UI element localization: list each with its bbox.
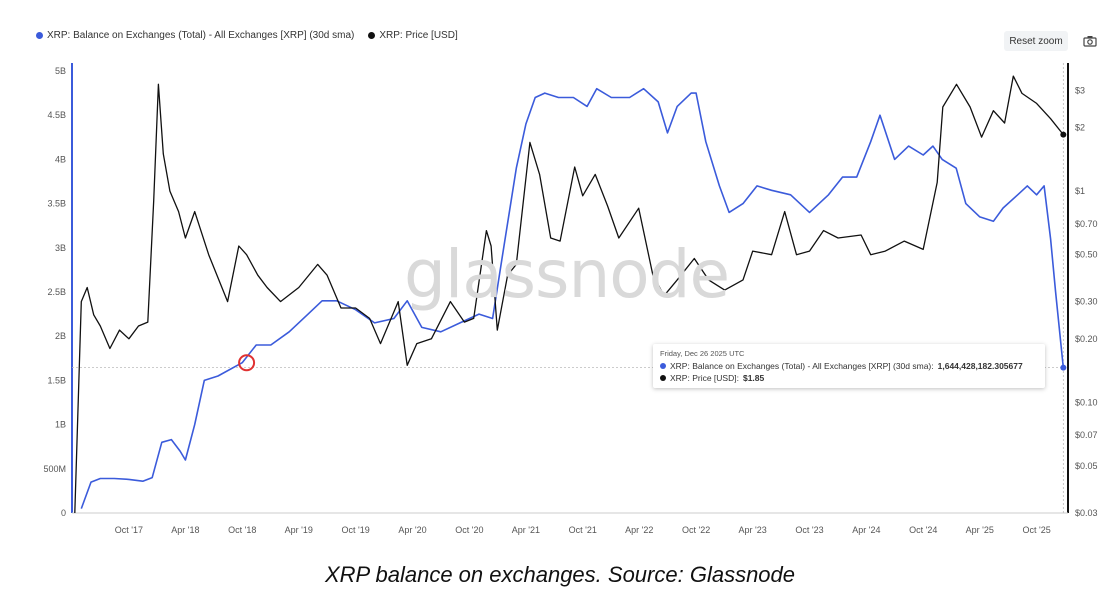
- legend-dot-price: [368, 32, 376, 39]
- x-tick-label: Apr '23: [739, 525, 767, 535]
- y-left-tick-label: 4.5B: [47, 110, 66, 120]
- series-line-balance: [80, 87, 1065, 509]
- y-right-tick-label: $0.70: [1075, 219, 1098, 229]
- x-tick-label: Apr '24: [852, 525, 880, 535]
- legend-label-price: XRP: Price [USD]: [379, 30, 458, 41]
- tooltip-dot-price: [660, 375, 666, 381]
- series-endpoint-price: [1060, 131, 1067, 138]
- y-left-tick-label: 1B: [55, 420, 66, 430]
- y-left-tick-label: 5B: [55, 66, 66, 76]
- legend: XRP: Balance on Exchanges (Total) - All …: [36, 30, 458, 41]
- x-tick-label: Oct '18: [228, 525, 256, 535]
- camera-icon[interactable]: [1080, 31, 1100, 51]
- series-line-price: [74, 75, 1064, 514]
- legend-item-price[interactable]: XRP: Price [USD]: [368, 30, 458, 41]
- caption: XRP balance on exchanges. Source: Glassn…: [324, 562, 796, 587]
- y-left-tick-label: 2.5B: [47, 287, 66, 297]
- y-right-tick-label: $0.03: [1075, 508, 1098, 518]
- y-right-tick-label: $3: [1075, 85, 1085, 95]
- tooltip-dot-balance: [660, 363, 666, 369]
- x-tick-label: Oct '24: [909, 525, 937, 535]
- tooltip-date: Friday, Dec 26 2025 UTC: [660, 349, 745, 358]
- x-tick-label: Oct '20: [455, 525, 483, 535]
- tooltip-row-price: XRP: Price [USD]: $1.85: [660, 373, 764, 383]
- legend-item-balance[interactable]: XRP: Balance on Exchanges (Total) - All …: [36, 30, 354, 41]
- tooltip-row-balance: XRP: Balance on Exchanges (Total) - All …: [660, 361, 1023, 371]
- y-right-tick-label: $2: [1075, 122, 1085, 132]
- x-tick-label: Oct '23: [795, 525, 823, 535]
- y-left-tick-label: 500M: [43, 464, 66, 474]
- x-tick-label: Apr '25: [966, 525, 994, 535]
- y-left-tick-label: 2B: [55, 331, 66, 341]
- reset-zoom-button[interactable]: Reset zoom: [1004, 31, 1068, 51]
- x-tick-label: Apr '21: [512, 525, 540, 535]
- y-left-tick-label: 1.5B: [47, 375, 66, 385]
- tooltip-price-label: XRP: Price [USD]:: [670, 373, 739, 383]
- x-tick-label: Oct '21: [569, 525, 597, 535]
- x-tick-label: Apr '18: [171, 525, 199, 535]
- y-left-tick-label: 0: [61, 508, 66, 518]
- y-right-tick-label: $0.20: [1075, 334, 1098, 344]
- y-right-tick-label: $0.30: [1075, 297, 1098, 307]
- y-right-tick-label: $0.10: [1075, 397, 1098, 407]
- y-right-tick-label: $0.50: [1075, 250, 1098, 260]
- tooltip: Friday, Dec 26 2025 UTC XRP: Balance on …: [653, 344, 1045, 388]
- series-endpoint-balance: [1060, 364, 1067, 371]
- tooltip-balance-label: XRP: Balance on Exchanges (Total) - All …: [670, 361, 934, 371]
- y-left-tick-label: 3B: [55, 243, 66, 253]
- y-right-tick-label: $1: [1075, 186, 1085, 196]
- y-left-tick-label: 3.5B: [47, 199, 66, 209]
- x-tick-label: Apr '22: [625, 525, 653, 535]
- tooltip-price-value: $1.85: [742, 373, 765, 383]
- legend-label-balance: XRP: Balance on Exchanges (Total) - All …: [47, 30, 355, 41]
- legend-dot-balance: [36, 32, 43, 39]
- x-tick-label: Oct '17: [115, 525, 143, 535]
- annotation-circle: [238, 354, 256, 372]
- y-right-tick-label: $0.07: [1075, 430, 1098, 440]
- camera-icon-glyph: [1083, 36, 1097, 47]
- y-left-tick-label: 4B: [55, 154, 66, 164]
- x-tick-label: Oct '19: [342, 525, 370, 535]
- x-tick-label: Apr '19: [285, 525, 313, 535]
- tooltip-balance-value: 1,644,428,182.305677: [937, 361, 1023, 371]
- x-tick-label: Oct '25: [1023, 525, 1051, 535]
- y-right-tick-label: $0.05: [1075, 461, 1098, 471]
- x-tick-label: Oct '22: [682, 525, 710, 535]
- x-tick-label: Apr '20: [398, 525, 426, 535]
